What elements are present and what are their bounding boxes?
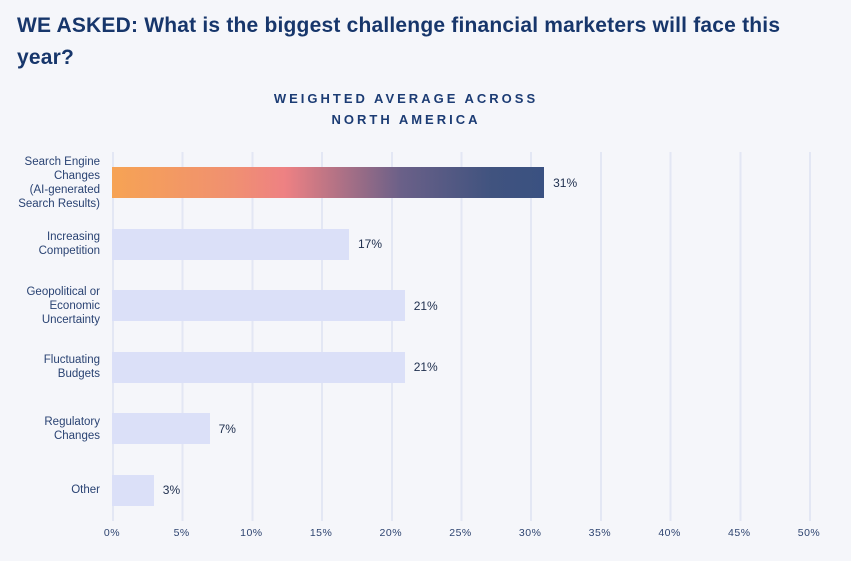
x-axis-tick-label: 10% bbox=[240, 527, 263, 539]
category-label-line: Increasing bbox=[46, 231, 100, 244]
bar bbox=[112, 413, 210, 445]
gridlines bbox=[112, 152, 811, 521]
page-title: WE ASKED: What is the biggest challenge … bbox=[17, 10, 829, 74]
category-label-line: Changes bbox=[53, 429, 100, 442]
bar bbox=[112, 474, 154, 506]
chart-subtitle-line-2: NORTH AMERICA bbox=[331, 112, 481, 127]
x-axis-tick-label: 15% bbox=[309, 527, 333, 539]
category-label: Regulatory Changes bbox=[0, 398, 100, 460]
bar-highlighted bbox=[112, 167, 545, 199]
bar bbox=[112, 351, 405, 383]
category-label-line: Search Engine bbox=[24, 155, 100, 168]
x-axis-tick-label: 40% bbox=[658, 527, 681, 539]
category-label-line: Other bbox=[71, 484, 100, 497]
x-axis-tick-label: 20% bbox=[379, 527, 403, 539]
bar-row: 21% bbox=[112, 337, 832, 399]
category-label-line: Fluctuating bbox=[43, 354, 100, 367]
x-axis-tick-label: 0% bbox=[103, 527, 121, 539]
category-label-line: (AI-generated bbox=[29, 183, 100, 196]
bar bbox=[112, 290, 405, 322]
category-label-line: Changes bbox=[53, 169, 100, 182]
bar-row: 17% bbox=[112, 214, 832, 276]
chart-subtitle-line-1: WEIGHTED AVERAGE ACROSS bbox=[273, 91, 539, 106]
category-label-line: Regulatory bbox=[44, 415, 100, 428]
category-label: Increasing Competition bbox=[0, 214, 100, 276]
category-label-line: Budgets bbox=[57, 368, 100, 381]
category-label: Other bbox=[0, 460, 100, 522]
value-label: 17% bbox=[358, 237, 383, 252]
value-label: 3% bbox=[162, 483, 181, 498]
bar-row: 7% bbox=[112, 398, 832, 460]
bar-row: 31% bbox=[112, 152, 832, 214]
bar-row: 3% bbox=[112, 460, 832, 522]
bar-rows: 31% 17% 21% 21% 7% 3% bbox=[112, 152, 832, 521]
category-label: Geopolitical or Economic Uncertainty bbox=[0, 275, 100, 337]
category-labels: Search Engine Changes (AI-generated Search … bbox=[0, 152, 100, 521]
x-axis-tick-label: 35% bbox=[588, 527, 612, 539]
value-label: 31% bbox=[553, 175, 578, 190]
page-title-prefix: WE ASKED: bbox=[17, 14, 139, 37]
category-label-line: Economic bbox=[49, 299, 101, 312]
x-axis-tick-label: 5% bbox=[173, 527, 190, 539]
chart-subtitle: WEIGHTED AVERAGE ACROSS NORTH AMERICA bbox=[1, 88, 811, 130]
x-axis-tick-label: 25% bbox=[449, 527, 472, 539]
x-axis-tick-label: 50% bbox=[797, 527, 821, 539]
bar bbox=[112, 228, 349, 260]
value-label: 21% bbox=[413, 298, 438, 313]
x-axis-tick-label: 30% bbox=[518, 527, 542, 539]
bar-row: 21% bbox=[112, 275, 832, 337]
category-label-line: Competition bbox=[38, 245, 100, 258]
value-label: 21% bbox=[413, 360, 438, 375]
page-title-question: What is the biggest challenge financial … bbox=[17, 14, 781, 69]
category-label: Fluctuating Budgets bbox=[0, 337, 100, 399]
category-label-line: Search Results) bbox=[18, 197, 100, 210]
category-label-line: Geopolitical or bbox=[26, 285, 100, 298]
x-axis-tick-label: 45% bbox=[728, 527, 751, 539]
category-label-line: Uncertainty bbox=[41, 313, 100, 326]
value-label: 7% bbox=[218, 421, 236, 436]
category-label: Search Engine Changes (AI-generated Search … bbox=[0, 152, 100, 214]
